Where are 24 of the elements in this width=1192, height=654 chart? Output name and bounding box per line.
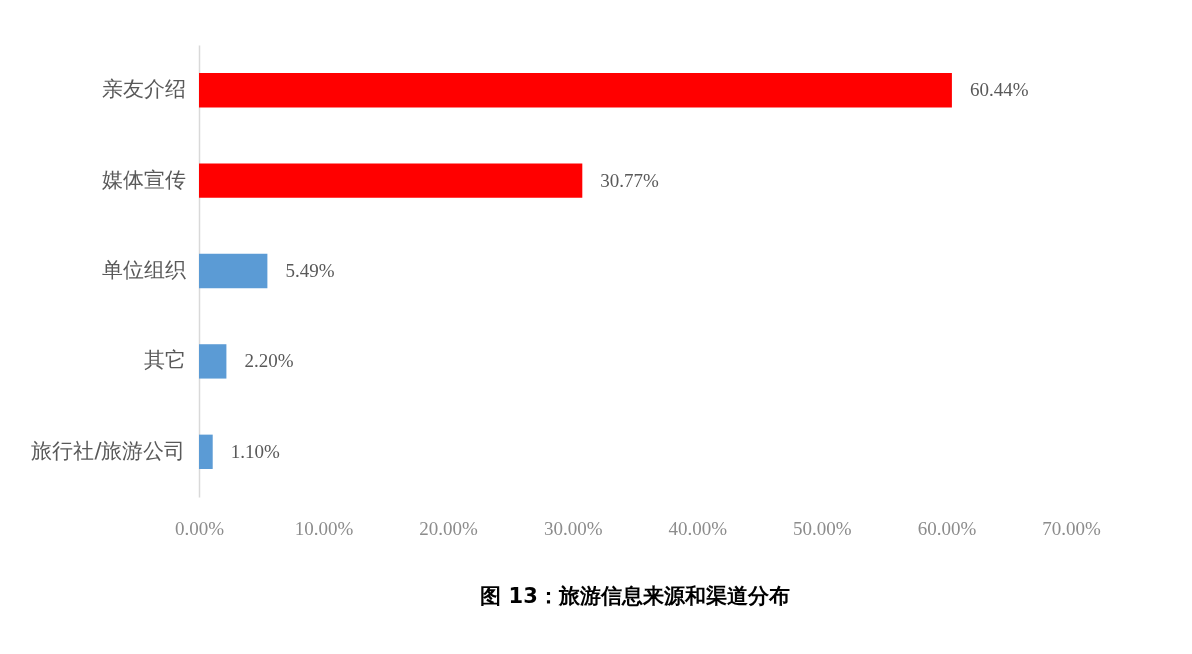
y-tick-label: 亲友介绍 (101, 77, 186, 102)
x-tick-label: 70.00% (1042, 517, 1101, 539)
x-tick-label: 10.00% (294, 517, 354, 539)
bar (199, 434, 213, 469)
bar (199, 344, 227, 379)
data-label: 60.44% (969, 79, 1029, 101)
x-tick-label: 30.00% (543, 517, 603, 539)
y-tick-label: 其它 (143, 348, 186, 373)
bar (199, 73, 952, 108)
x-tick-label: 40.00% (668, 517, 728, 539)
x-tick-label: 60.00% (917, 517, 977, 539)
x-tick-label: 50.00% (793, 517, 852, 539)
data-label: 30.77% (600, 169, 660, 191)
y-tick-label: 单位组织 (101, 258, 186, 282)
y-tick-label: 旅行社/旅游公司 (31, 438, 186, 463)
data-label: 1.10% (230, 440, 280, 462)
x-tick-label: 0.00% (174, 517, 225, 539)
data-label: 5.49% (285, 260, 335, 281)
data-label: 2.20% (244, 350, 294, 372)
y-tick-label: 媒体宣传 (101, 167, 186, 192)
x-tick-label: 20.00% (419, 517, 479, 539)
bar (199, 163, 583, 198)
bar (199, 253, 268, 289)
text: 图 13：旅游信息来源和渠道分布 (480, 584, 790, 608)
